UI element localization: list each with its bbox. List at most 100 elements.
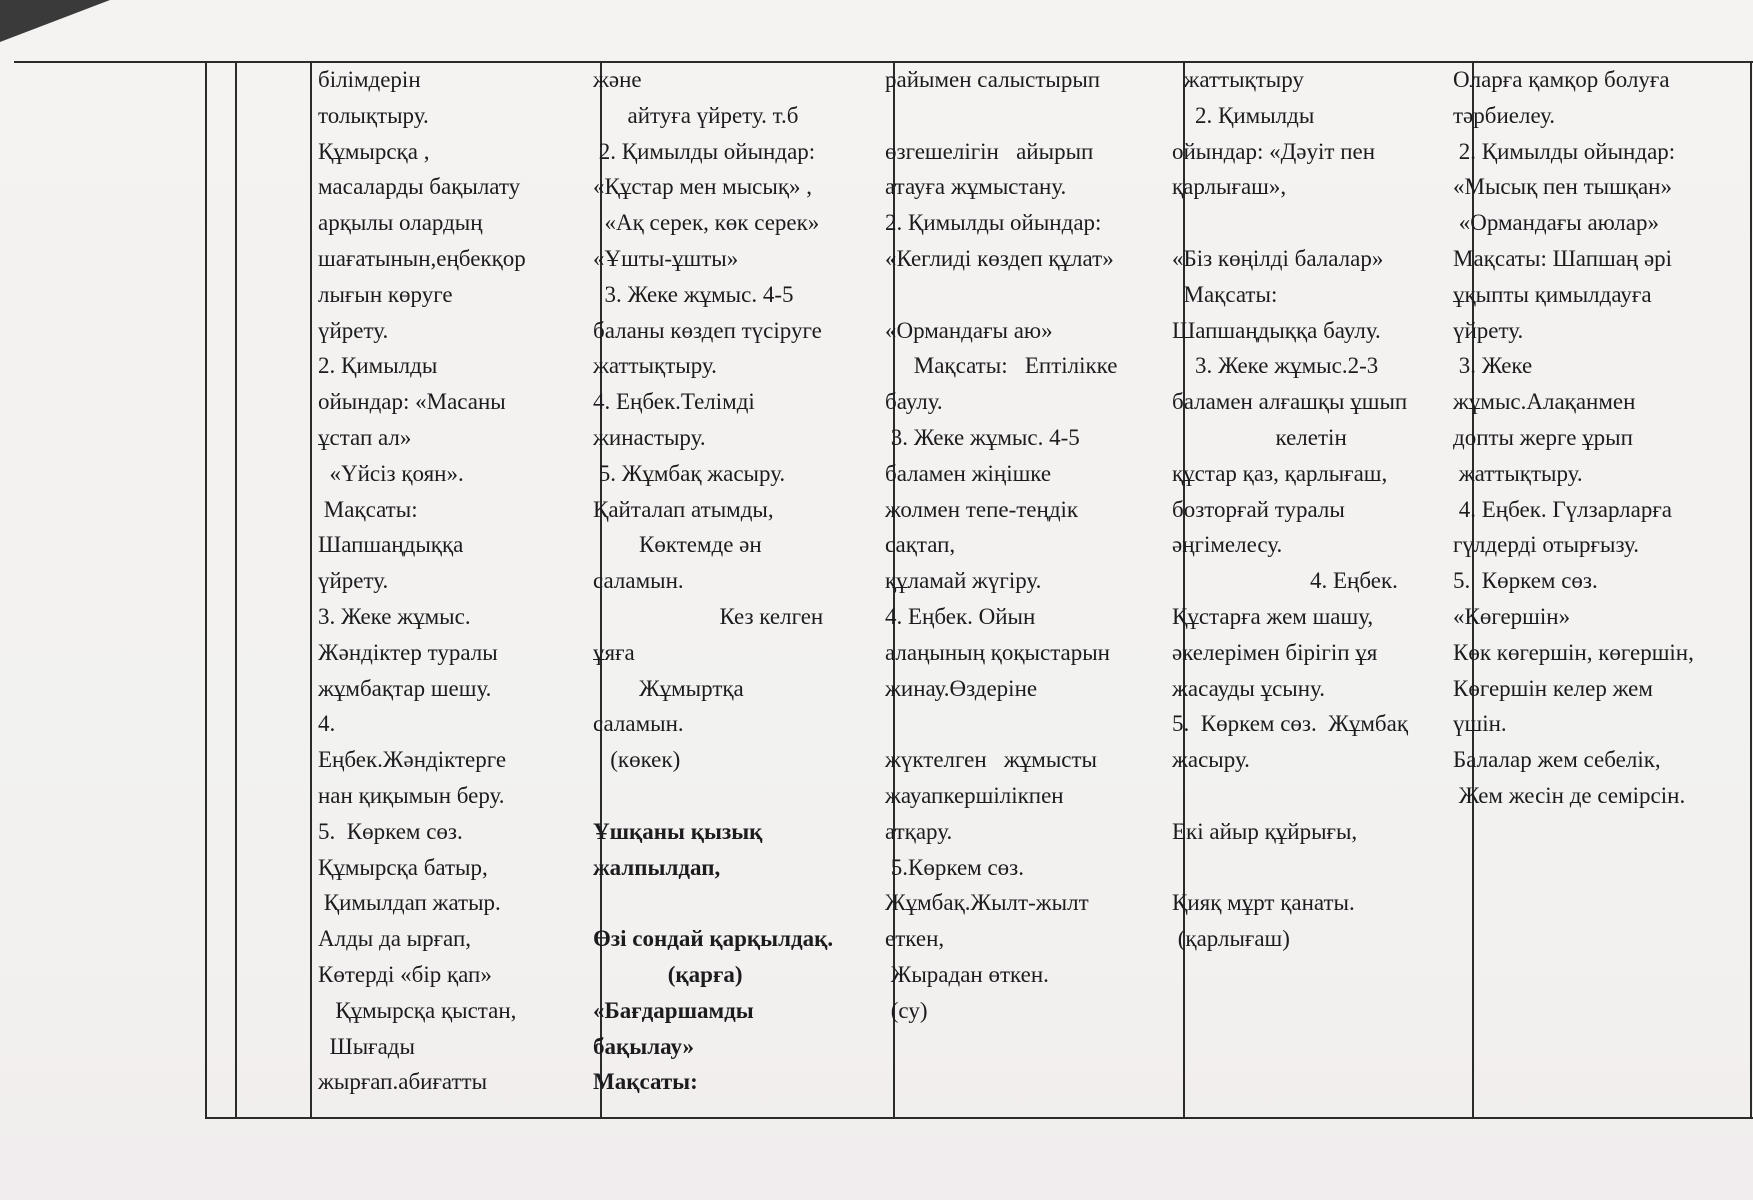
cell-text-line: Құстарға жем шашу, <box>1172 603 1374 629</box>
cell-text-line: айтуға үйрету. т.б <box>593 102 799 128</box>
cell-text-line: еткен, <box>885 926 945 952</box>
cell-text-line: 2. Қимылды ойындар: <box>1453 138 1676 164</box>
cell-text-line: 4. Еңбек.Телімді <box>593 389 755 415</box>
cell-text-line: жауапкершілікпен <box>885 782 1064 808</box>
cell-text-line: «Ақ серек, көк серек» <box>593 210 820 236</box>
cell-text-line: Қимылдап жатыр. <box>318 890 501 916</box>
cell-text-line: Қайталап атымды, <box>593 496 774 522</box>
cell-text-line <box>1172 778 1408 814</box>
page-corner-shadow <box>0 0 110 42</box>
cell-text-line: толықтыру. <box>318 102 429 128</box>
column-divider <box>310 62 312 1118</box>
cell-text-line: баулу. <box>885 389 943 415</box>
cell-text-line: Ұшқаны қызық <box>593 818 763 844</box>
cell-text-line: Мақсаты: Ептілікке <box>885 353 1118 379</box>
cell-text-line: Шығады <box>318 1033 415 1059</box>
table-top-border <box>14 61 1753 63</box>
cell-text-line: (қарға) <box>593 961 743 987</box>
cell-text-line: Оларға қамқор болуға <box>1453 67 1670 92</box>
cell-text-line: жұмбақтар шешу. <box>318 675 492 701</box>
cell-text-line: және <box>593 67 642 92</box>
cell-text-line: ұстап ал» <box>318 424 412 450</box>
cell-text-line: Құмырсқа батыр, <box>318 854 488 880</box>
cell-text-line: (көкек) <box>593 747 681 773</box>
cell-text-line: 3. Жеке жұмыс. 4-5 <box>885 424 1080 450</box>
cell-text-line: райымен салыстырып <box>885 67 1101 92</box>
table-cell-col-5: Оларға қамқор болуға тәрбиелеу. 2. Қимылд… <box>1453 62 1694 814</box>
cell-text-line: әңгімелесу. <box>1172 532 1283 558</box>
cell-text-line: лығын көруге <box>318 281 453 307</box>
cell-text-line: саламын. <box>593 568 684 594</box>
cell-text-line: 3. Жеке жұмыс. <box>318 603 471 629</box>
cell-text-line: Жырадан өткен. <box>885 961 1049 987</box>
cell-text-line: жинау.Өздеріне <box>885 675 1038 701</box>
cell-text-line: 5. Көркем сөз. Жұмбақ <box>1172 711 1408 737</box>
cell-text-line: Жұмыртқа <box>593 675 744 701</box>
cell-text-line: 3. Жеке жұмыс. 4-5 <box>593 281 794 307</box>
cell-text-line: Мақсаты: <box>318 496 418 522</box>
cell-text-line: «Ормандағы аю» <box>885 317 1053 343</box>
cell-text-line: 5. Көркем сөз. <box>1453 568 1598 594</box>
cell-text-line: өзгешелігін айырып <box>885 138 1094 164</box>
cell-text-line: Мақсаты: <box>1172 281 1278 307</box>
cell-text-line: құламай жүгіру. <box>885 568 1042 594</box>
cell-text-line: Көктемде ән <box>593 532 762 558</box>
cell-text-line: білімдерін <box>318 67 421 92</box>
cell-text-line <box>1172 850 1408 886</box>
cell-text-line: жолмен тепе-теңдік <box>885 496 1079 522</box>
cell-text-line: 2. Қимылды <box>318 353 438 379</box>
cell-text-line: ойындар: «Масаны <box>318 389 506 415</box>
cell-text-line: сақтап, <box>885 532 956 558</box>
cell-text-line: баламен алғашқы ұшып <box>1172 389 1408 415</box>
cell-text-line: жасыру. <box>1172 747 1250 773</box>
cell-text-line: Екі айыр құйрығы, <box>1172 818 1358 844</box>
cell-text-line: ұяға <box>593 639 635 665</box>
cell-text-line <box>1172 205 1408 241</box>
cell-text-line: шағатынын,еңбекқор <box>318 245 526 271</box>
cell-text-line: атауға жұмыстану. <box>885 174 1067 200</box>
cell-text-line: 2. Қимылды <box>1172 102 1315 128</box>
cell-text-line: Көгершін келер жем <box>1453 675 1653 701</box>
cell-text-line: 3. Жеке <box>1453 353 1533 379</box>
cell-text-line: арқылы олардың <box>318 210 483 236</box>
table-cell-col-1: білімдерін толықтыру. Құмырсқа , масаларды … <box>318 62 526 1100</box>
cell-text-line: үйрету. <box>1453 317 1524 343</box>
cell-text-line: Шапшаңдыққа <box>318 532 464 558</box>
cell-text-line: 3. Жеке жұмыс.2-3 <box>1172 353 1379 379</box>
cell-text-line: 4. Еңбек. Гүлзарларға <box>1453 496 1672 522</box>
cell-text-line: «Біз көңілді балалар» <box>1172 245 1384 271</box>
cell-text-line: үшін. <box>1453 711 1507 737</box>
cell-text-line: Кез келген <box>593 603 824 629</box>
cell-text-line: үйрету. <box>318 568 389 594</box>
cell-text-line: Құмырсқа қыстан, <box>318 997 517 1023</box>
column-divider <box>1183 62 1185 1118</box>
cell-text-line: әкелерімен бірігіп ұя <box>1172 639 1378 665</box>
cell-text-line: 2. Қимылды ойындар: <box>593 138 816 164</box>
cell-text-line: 2. Қимылды ойындар: <box>885 210 1102 236</box>
cell-text-line: Көк көгершін, көгершін, <box>1453 639 1694 665</box>
cell-text-line: (су) <box>885 997 928 1023</box>
cell-text-line <box>593 778 833 814</box>
table-cell-col-2: және айтуға үйрету. т.б 2. Қимылды ойынд… <box>593 62 833 1100</box>
cell-text-line: бақылау» <box>593 1033 695 1059</box>
cell-text-line: бозторғай туралы <box>1172 496 1345 522</box>
cell-text-line: «Кеглиді көздеп құлат» <box>885 245 1114 271</box>
cell-text-line: ұқыпты қимылдауға <box>1453 281 1652 307</box>
cell-text-line: 5.Көркем сөз. <box>885 854 1024 880</box>
cell-text-line: Көтерді «бір қап» <box>318 961 492 987</box>
cell-text-line: «Құстар мен мысық» , <box>593 174 813 200</box>
cell-text-line: (қарлығаш) <box>1172 926 1290 952</box>
cell-text-line: Қияқ мұрт қанаты. <box>1172 890 1355 916</box>
cell-text-line: жаттықтыру. <box>593 353 717 379</box>
column-divider <box>205 62 207 1118</box>
cell-text-line: 5. Көркем сөз. <box>318 818 463 844</box>
cell-text-line: 4. Еңбек. <box>1172 568 1398 594</box>
cell-text-line: жасауды ұсыну. <box>1172 675 1326 701</box>
cell-text-line: Мақсаты: <box>593 1069 698 1095</box>
cell-text-line: «Мысық пен тышқан» <box>1453 174 1672 200</box>
cell-text-line: Шапшаңдыққа баулу. <box>1172 317 1381 343</box>
cell-text-line: жинастыру. <box>593 424 706 450</box>
cell-text-line: баланы көздеп түсіруге <box>593 317 822 343</box>
cell-text-line: «Ормандағы аюлар» <box>1453 210 1659 236</box>
